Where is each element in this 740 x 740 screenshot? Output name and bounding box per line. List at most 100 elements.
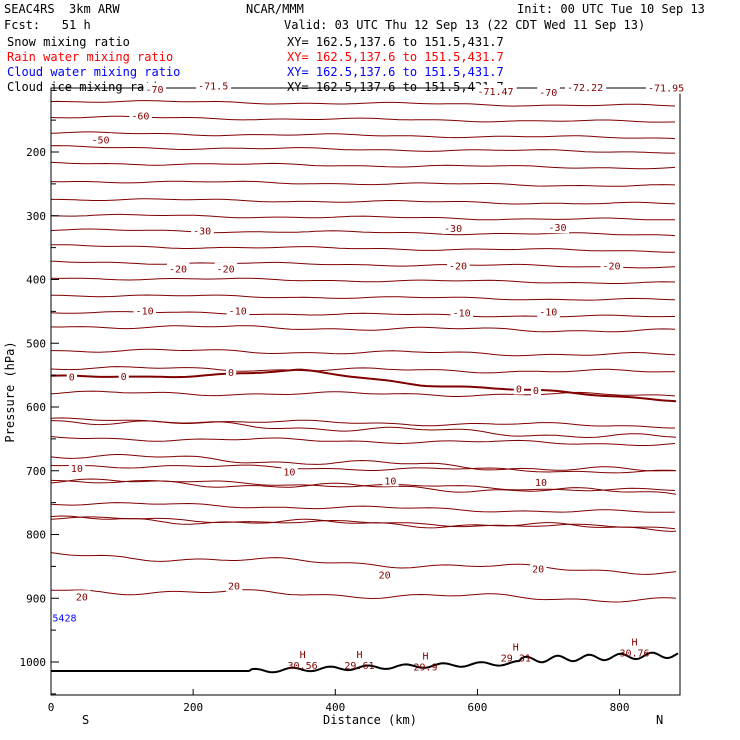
- contour-label-bg: [214, 262, 238, 275]
- contour-label-bg: [564, 80, 607, 93]
- contour-label: 10: [71, 464, 83, 475]
- isotherm-line: [51, 348, 676, 357]
- cloud-label: 5428: [52, 613, 76, 624]
- isotherm-line: [50, 417, 675, 429]
- header-init: Init: 00 UTC Tue 10 Sep 13: [517, 2, 705, 16]
- y-tick-label: 700: [26, 465, 46, 478]
- isotherm-line: [50, 115, 675, 123]
- isotherm-line: [50, 131, 676, 140]
- isotherm-line: [50, 502, 676, 513]
- high-marker: H: [423, 651, 429, 662]
- contour-label-bg: [530, 562, 547, 575]
- y-axis-label: Pressure (hPa): [3, 341, 17, 442]
- contour-label: -72.22: [567, 83, 603, 94]
- high-marker: H: [513, 643, 519, 654]
- isotherm-line: [50, 454, 676, 472]
- terrain-layer: [51, 651, 679, 674]
- isotherm-line: [50, 464, 676, 474]
- contour-label-bg: [89, 133, 113, 146]
- direction-label-start: S: [82, 713, 89, 727]
- contour-label: -20: [217, 265, 235, 276]
- isotherm-line: [50, 420, 677, 439]
- zero-isotherm-line: [50, 368, 677, 403]
- contour-label: -50: [92, 135, 110, 146]
- header-valid: Valid: 03 UTC Thu 12 Sep 13 (22 CDT Wed …: [284, 18, 646, 32]
- contour-label-bg: [143, 82, 167, 95]
- contour-label: 20: [532, 564, 544, 575]
- field-xy-cloud-water: XY= 162.5,137.6 to 151.5,431.7: [287, 65, 504, 79]
- isotherm-line: [50, 294, 676, 301]
- contour-label-bg: [66, 370, 77, 383]
- x-tick-label: 0: [48, 701, 55, 714]
- contour-label: 10: [535, 478, 547, 489]
- isotherm-line: [50, 260, 676, 269]
- plot-frame: [50, 87, 681, 696]
- contour-label: -30: [549, 223, 567, 234]
- contour-label-bg: [537, 86, 560, 99]
- contour-label: 20: [228, 582, 240, 593]
- x-tick-label: 400: [325, 701, 345, 714]
- contour-label: -30: [444, 224, 462, 235]
- contour-label-bg: [73, 590, 91, 603]
- contour-label-bg: [442, 221, 465, 234]
- field-label-cloud-water: Cloud water mixing ratio: [7, 65, 181, 79]
- high-value-label: 29.31: [501, 654, 531, 665]
- contour-label: -30: [193, 226, 211, 237]
- contour-label: 0: [533, 386, 539, 397]
- contour-label: -71.95: [648, 84, 684, 95]
- isotherm-line: [50, 478, 677, 495]
- header-fcst: Fcst: 51 h: [4, 18, 91, 32]
- contour-label: 0: [228, 368, 234, 379]
- x-tick-label: 800: [610, 701, 630, 714]
- isotherm-line: [50, 277, 676, 284]
- isotherm-line: [50, 244, 675, 253]
- contour-label: -70: [539, 88, 557, 99]
- contour-label-bg: [225, 579, 243, 592]
- y-tick-label: 800: [26, 529, 46, 542]
- contour-labels: -70 -71.5 -71.47 -70 -72.22 -71.95 -60 -50 -30 -3…: [52, 79, 688, 673]
- contour-label: -10: [539, 307, 557, 318]
- isotherm-contours: [50, 100, 677, 603]
- contour-label-bg: [475, 84, 517, 97]
- contour-label-bg: [382, 474, 399, 487]
- contour-label: -10: [136, 307, 154, 318]
- contour-label: -20: [449, 261, 467, 272]
- contour-label-bg: [513, 382, 525, 395]
- contour-label-bg: [281, 465, 298, 478]
- header-title-center: NCAR/MMM: [246, 2, 304, 16]
- direction-label-end: N: [656, 713, 663, 727]
- contour-label-bg: [447, 259, 470, 272]
- field-label-snow: Snow mixing ratio: [7, 35, 130, 49]
- high-value-label: 30.76: [619, 648, 649, 659]
- contour-label: -20: [169, 265, 187, 276]
- contour-label: 10: [283, 467, 295, 478]
- isotherm-line: [50, 145, 675, 154]
- contour-label-bg: [646, 81, 688, 94]
- high-marker: H: [356, 650, 362, 661]
- isotherm-line: [50, 228, 676, 237]
- contour-label: 20: [76, 592, 88, 603]
- contour-label-bg: [129, 109, 152, 122]
- isotherm-line: [50, 213, 676, 221]
- y-tick-label: 400: [26, 274, 46, 287]
- contour-label-bg: [166, 262, 190, 275]
- contour-label: -10: [229, 307, 247, 318]
- high-value-label: 29.9: [414, 662, 438, 673]
- contour-label: 10: [384, 476, 396, 487]
- contour-label-bg: [530, 383, 542, 396]
- contour-label: -71.47: [477, 87, 513, 98]
- y-tick-label: 900: [26, 592, 46, 605]
- x-tick-label: 200: [183, 701, 203, 714]
- contour-label: -60: [131, 112, 149, 123]
- isotherm-line: [50, 515, 677, 532]
- contour-label: -70: [146, 85, 164, 96]
- contour-label: 0: [516, 385, 522, 396]
- y-tick-label: 600: [26, 401, 46, 414]
- x-axis-label: Distance (km): [323, 713, 417, 727]
- contour-label-bg: [226, 304, 250, 317]
- contour-label-bg: [450, 306, 474, 319]
- isotherm-line: [50, 589, 677, 603]
- contour-label: 20: [379, 571, 391, 582]
- high-marker: H: [631, 637, 637, 648]
